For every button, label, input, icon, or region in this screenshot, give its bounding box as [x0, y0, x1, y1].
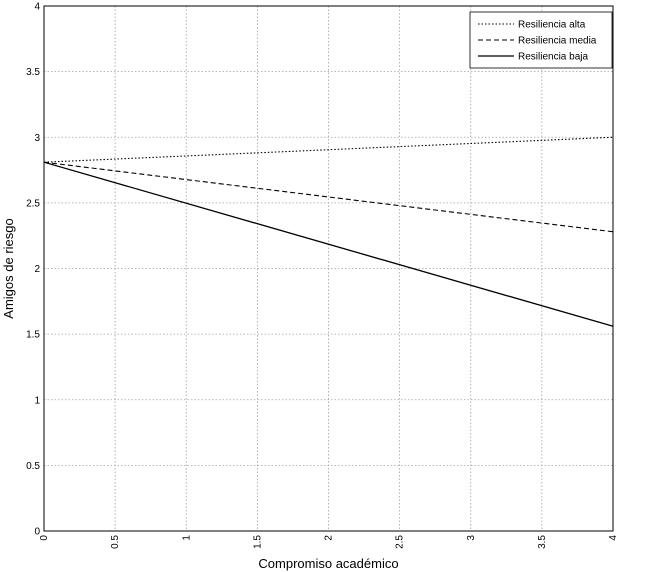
x-tick-label: 0: [39, 535, 50, 541]
y-tick-label: 1.5: [26, 330, 40, 341]
y-tick-label: 2: [34, 264, 40, 275]
x-tick-label: 4: [608, 535, 619, 541]
x-tick-label: 3: [466, 535, 477, 541]
x-tick-label: 0.5: [110, 535, 121, 549]
y-tick-label: 3: [34, 133, 40, 144]
series-line-1: [43, 161, 614, 233]
series-line-2: [43, 161, 614, 327]
x-tick-label: 2: [324, 535, 335, 541]
legend-box: [469, 11, 613, 69]
grid: [44, 6, 613, 531]
axes: [43, 5, 614, 532]
series-lines: [43, 136, 614, 327]
legend: Resiliencia alta Resiliencia media Resil…: [469, 11, 613, 69]
tick-labels: 0 0.5 1 1.5 2 2.5 3 3.5 4 0 0.5 1 1.5 2 2.5 3 3.5 4: [26, 2, 619, 549]
y-tick-label: 1: [34, 395, 40, 406]
x-tick-label: 2.5: [395, 535, 406, 549]
legend-label-alta: Resiliencia alta: [518, 20, 586, 31]
series-line-0: [43, 136, 614, 163]
x-tick-label: 1.5: [252, 535, 263, 549]
x-axis-title: Compromiso académico: [258, 556, 398, 571]
legend-label-baja: Resiliencia baja: [518, 52, 588, 63]
y-tick-label: 3.5: [26, 67, 40, 78]
y-tick-label: 2.5: [26, 198, 40, 209]
y-tick-label: 4: [34, 2, 40, 13]
y-tick-label: 0: [34, 527, 40, 538]
legend-label-media: Resiliencia media: [518, 36, 597, 47]
x-tick-label: 3.5: [537, 535, 548, 549]
x-tick-label: 1: [181, 535, 192, 541]
y-axis-title: Amigos de riesgo: [1, 218, 16, 318]
y-tick-label: 0.5: [26, 461, 40, 472]
plot-frame: [43, 5, 614, 532]
